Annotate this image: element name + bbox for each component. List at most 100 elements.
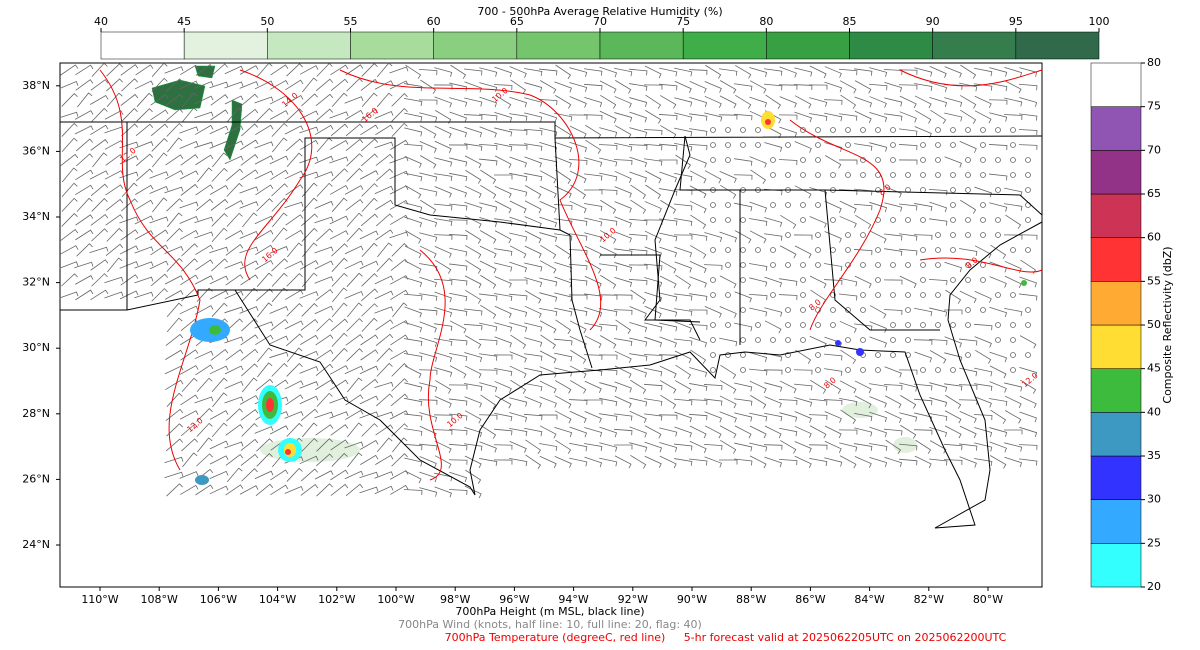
wind-barb — [823, 99, 843, 105]
wind-barb — [959, 456, 977, 468]
wind-barb — [854, 68, 873, 76]
wind-barb — [809, 398, 828, 406]
wind-barb — [703, 384, 723, 391]
wind-barb — [316, 453, 334, 467]
calm-wind — [1010, 292, 1016, 298]
wind-barb — [643, 354, 663, 361]
wind-barb — [465, 335, 482, 349]
wind-barb — [898, 84, 918, 90]
calm-wind — [920, 292, 926, 298]
wind-barb — [479, 353, 498, 361]
wind-barb — [959, 82, 978, 92]
wind-barb — [569, 200, 587, 214]
wind-barb — [120, 64, 139, 76]
wind-barb — [914, 307, 933, 317]
calm-wind — [740, 127, 746, 133]
colorbar-swatch — [682, 31, 767, 60]
calm-wind — [845, 307, 851, 313]
wind-barb — [928, 188, 948, 196]
wind-barb — [674, 97, 693, 107]
wind-barb — [375, 454, 394, 465]
wind-barb — [493, 354, 513, 360]
wind-barb — [688, 309, 708, 315]
wind-barb — [599, 245, 617, 259]
wind-barb — [434, 96, 452, 108]
wind-barb — [194, 95, 214, 105]
wind-barb — [240, 139, 259, 151]
wind-barb — [914, 351, 932, 363]
wind-barb — [569, 426, 587, 438]
wind-barb — [689, 96, 708, 108]
calm-wind — [800, 322, 806, 328]
wind-barb — [824, 368, 843, 376]
wind-barb — [749, 201, 767, 213]
wind-barb — [989, 202, 1008, 212]
wind-barb — [734, 442, 753, 452]
wind-barb — [164, 170, 184, 180]
wind-barb — [361, 273, 378, 287]
wind-barb — [374, 275, 394, 285]
wind-barb — [465, 259, 482, 274]
wind-barb — [241, 468, 258, 482]
wind-barb — [134, 276, 154, 284]
wind-barb — [60, 153, 79, 166]
wind-barb — [689, 113, 708, 121]
calm-wind — [710, 292, 716, 298]
wind-barb — [674, 321, 692, 333]
wind-barb — [209, 81, 229, 89]
wind-barb — [628, 248, 648, 256]
wind-barb — [974, 427, 993, 437]
wind-barb — [210, 198, 229, 211]
wind-barb — [418, 68, 438, 76]
calm-wind — [965, 232, 971, 238]
wind-barb — [478, 414, 498, 420]
wind-barb — [301, 422, 318, 438]
wind-barb — [1018, 234, 1038, 240]
tick-label: 75 — [676, 15, 690, 28]
calm-wind — [860, 127, 866, 133]
wind-barb — [299, 455, 319, 465]
wind-barb — [270, 379, 289, 391]
wind-barb — [569, 67, 588, 77]
colorbar-swatch — [433, 31, 518, 60]
wind-barb — [524, 245, 542, 259]
wind-barb — [749, 412, 768, 422]
wind-barb — [599, 442, 618, 452]
wind-barb — [225, 274, 244, 286]
wind-barb — [943, 309, 963, 315]
wind-barb — [464, 97, 483, 107]
wind-barb — [331, 257, 348, 272]
wind-barb — [315, 334, 334, 346]
calm-wind — [950, 202, 956, 208]
wind-barb — [614, 125, 632, 139]
wind-barb — [345, 109, 364, 120]
wind-barb — [600, 274, 617, 289]
wind-barb — [404, 397, 423, 407]
wind-barb — [239, 201, 259, 209]
calm-wind — [920, 142, 926, 148]
wind-barb — [854, 380, 872, 394]
wind-barb — [824, 440, 842, 454]
wind-barb — [90, 259, 109, 271]
wind-barb — [419, 232, 438, 242]
wind-barb — [1019, 67, 1038, 77]
wind-barb — [211, 63, 229, 77]
calm-wind — [875, 127, 881, 133]
wind-barb — [1019, 97, 1038, 107]
wind-barb — [869, 443, 888, 451]
wind-barb — [599, 413, 618, 421]
wind-barb — [704, 456, 722, 468]
wind-barb — [794, 397, 813, 407]
wind-barb — [465, 229, 482, 244]
wind-barb — [182, 452, 198, 468]
wind-barb — [74, 275, 94, 285]
wind-barb — [494, 293, 513, 302]
wind-barb — [391, 242, 408, 257]
calm-wind — [710, 322, 716, 328]
wind-barb — [764, 320, 782, 334]
wind-barb — [448, 443, 468, 451]
wind-barb — [1019, 293, 1038, 301]
wind-barb — [151, 77, 168, 92]
calm-wind — [905, 262, 911, 268]
wind-barb — [434, 486, 452, 498]
